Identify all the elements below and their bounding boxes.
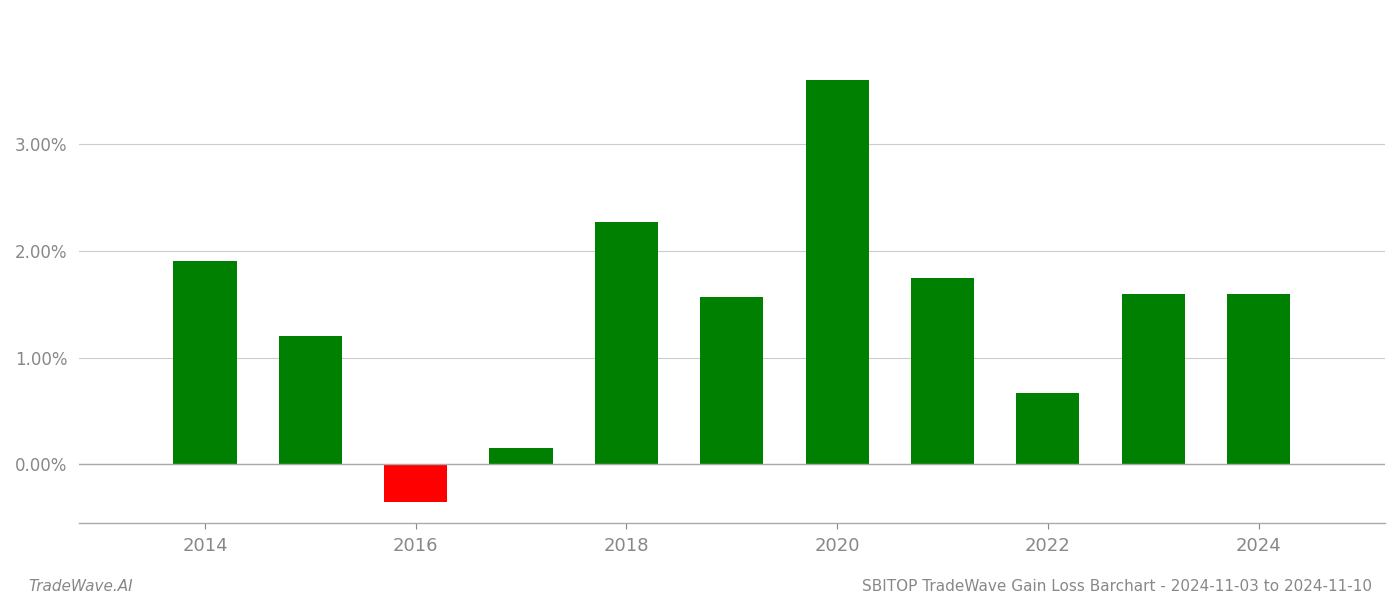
Bar bbox=[805, 80, 869, 464]
Bar bbox=[595, 222, 658, 464]
Bar bbox=[1226, 294, 1291, 464]
Bar bbox=[279, 337, 342, 464]
Bar bbox=[384, 464, 448, 502]
Text: SBITOP TradeWave Gain Loss Barchart - 2024-11-03 to 2024-11-10: SBITOP TradeWave Gain Loss Barchart - 20… bbox=[862, 579, 1372, 594]
Bar bbox=[1016, 393, 1079, 464]
Bar bbox=[1121, 294, 1184, 464]
Bar bbox=[700, 297, 763, 464]
Bar bbox=[490, 448, 553, 464]
Text: TradeWave.AI: TradeWave.AI bbox=[28, 579, 133, 594]
Bar bbox=[911, 278, 974, 464]
Bar bbox=[174, 260, 237, 464]
